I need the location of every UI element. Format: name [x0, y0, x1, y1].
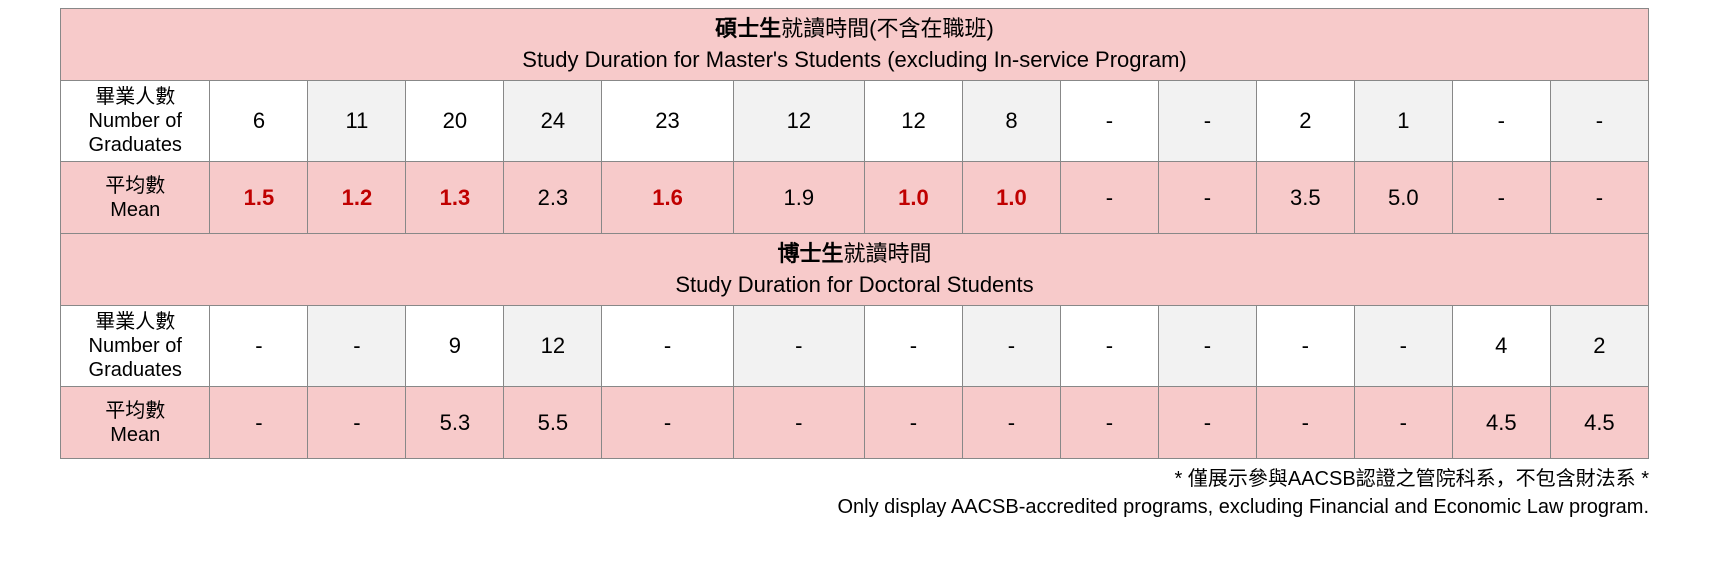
table-cell: 4.5	[1452, 387, 1550, 459]
table-cell: 1.5	[210, 162, 308, 234]
table-cell: 3.5	[1256, 162, 1354, 234]
table-cell: 1.9	[733, 162, 864, 234]
table-cell: 2.3	[504, 162, 602, 234]
doctoral-title-en: Study Duration for Doctoral Students	[675, 272, 1033, 297]
table-cell: 6	[210, 81, 308, 162]
table-cell: 4.5	[1550, 387, 1648, 459]
table-cell: -	[1354, 306, 1452, 387]
table-cell: 2	[1550, 306, 1648, 387]
table-cell: -	[1550, 162, 1648, 234]
table-cell: 1.0	[864, 162, 962, 234]
table-cell: 5.3	[406, 387, 504, 459]
table-cell: -	[962, 306, 1060, 387]
masters-header-row: 碩士生就讀時間(不含在職班) Study Duration for Master…	[61, 9, 1649, 81]
table-cell: 23	[602, 81, 733, 162]
table-cell: -	[1158, 81, 1256, 162]
table-cell: 9	[406, 306, 504, 387]
masters-graduates-label: 畢業人數 Number of Graduates	[61, 81, 210, 162]
table-cell: 12	[864, 81, 962, 162]
table-cell: -	[733, 306, 864, 387]
table-cell: -	[1158, 387, 1256, 459]
table-cell: -	[1060, 162, 1158, 234]
table-cell: 12	[733, 81, 864, 162]
table-cell: -	[1452, 81, 1550, 162]
table-cell: -	[1452, 162, 1550, 234]
table-cell: -	[1550, 81, 1648, 162]
masters-graduates-row: 畢業人數 Number of Graduates 61120242312128-…	[61, 81, 1649, 162]
doctoral-graduates-row: 畢業人數 Number of Graduates --912--------42	[61, 306, 1649, 387]
study-duration-table: 碩士生就讀時間(不含在職班) Study Duration for Master…	[60, 8, 1649, 459]
footnote-en: Only display AACSB-accredited programs, …	[838, 496, 1650, 518]
table-cell: -	[1256, 306, 1354, 387]
table-cell: 1	[1354, 81, 1452, 162]
doctoral-mean-label: 平均數 Mean	[61, 387, 210, 459]
table-cell: 24	[504, 81, 602, 162]
table-cell: 8	[962, 81, 1060, 162]
table-cell: -	[602, 306, 733, 387]
table-cell: 1.6	[602, 162, 733, 234]
table-cell: 5.5	[504, 387, 602, 459]
table-cell: -	[1158, 162, 1256, 234]
masters-mean-label: 平均數 Mean	[61, 162, 210, 234]
table-cell: -	[1060, 387, 1158, 459]
table-cell: -	[1060, 306, 1158, 387]
doctoral-title-zh-rest: 就讀時間	[844, 241, 932, 266]
table-cell: -	[733, 387, 864, 459]
doctoral-graduates-label: 畢業人數 Number of Graduates	[61, 306, 210, 387]
table-cell: -	[1354, 387, 1452, 459]
table-cell: 1.3	[406, 162, 504, 234]
table-cell: 20	[406, 81, 504, 162]
masters-title-zh-rest: 就讀時間(不含在職班)	[781, 16, 994, 41]
footnote: * 僅展示參與AACSB認證之管院科系，不包含財法系 * Only displa…	[60, 465, 1649, 521]
masters-mean-row: 平均數 Mean 1.51.21.32.31.61.91.01.0--3.55.…	[61, 162, 1649, 234]
table-cell: -	[602, 387, 733, 459]
table-cell: -	[864, 306, 962, 387]
doctoral-mean-row: 平均數 Mean --5.35.5--------4.54.5	[61, 387, 1649, 459]
table-cell: 5.0	[1354, 162, 1452, 234]
table-cell: -	[864, 387, 962, 459]
masters-header-cell: 碩士生就讀時間(不含在職班) Study Duration for Master…	[61, 9, 1649, 81]
table-cell: -	[308, 306, 406, 387]
table-cell: 4	[1452, 306, 1550, 387]
table-cell: -	[1256, 387, 1354, 459]
masters-title-en: Study Duration for Master's Students (ex…	[522, 47, 1186, 72]
table-cell: -	[210, 387, 308, 459]
doctoral-header-row: 博士生就讀時間 Study Duration for Doctoral Stud…	[61, 234, 1649, 306]
table-cell: -	[1158, 306, 1256, 387]
table-cell: -	[962, 387, 1060, 459]
table-cell: 1.0	[962, 162, 1060, 234]
table-cell: 12	[504, 306, 602, 387]
doctoral-title-zh-bold: 博士生	[777, 241, 843, 266]
table-cell: 2	[1256, 81, 1354, 162]
masters-title-zh-bold: 碩士生	[715, 16, 781, 41]
table-cell: -	[1060, 81, 1158, 162]
doctoral-header-cell: 博士生就讀時間 Study Duration for Doctoral Stud…	[61, 234, 1649, 306]
table-cell: 11	[308, 81, 406, 162]
footnote-zh: * 僅展示參與AACSB認證之管院科系，不包含財法系 *	[1175, 468, 1649, 490]
table-cell: -	[308, 387, 406, 459]
table-cell: -	[210, 306, 308, 387]
table-cell: 1.2	[308, 162, 406, 234]
